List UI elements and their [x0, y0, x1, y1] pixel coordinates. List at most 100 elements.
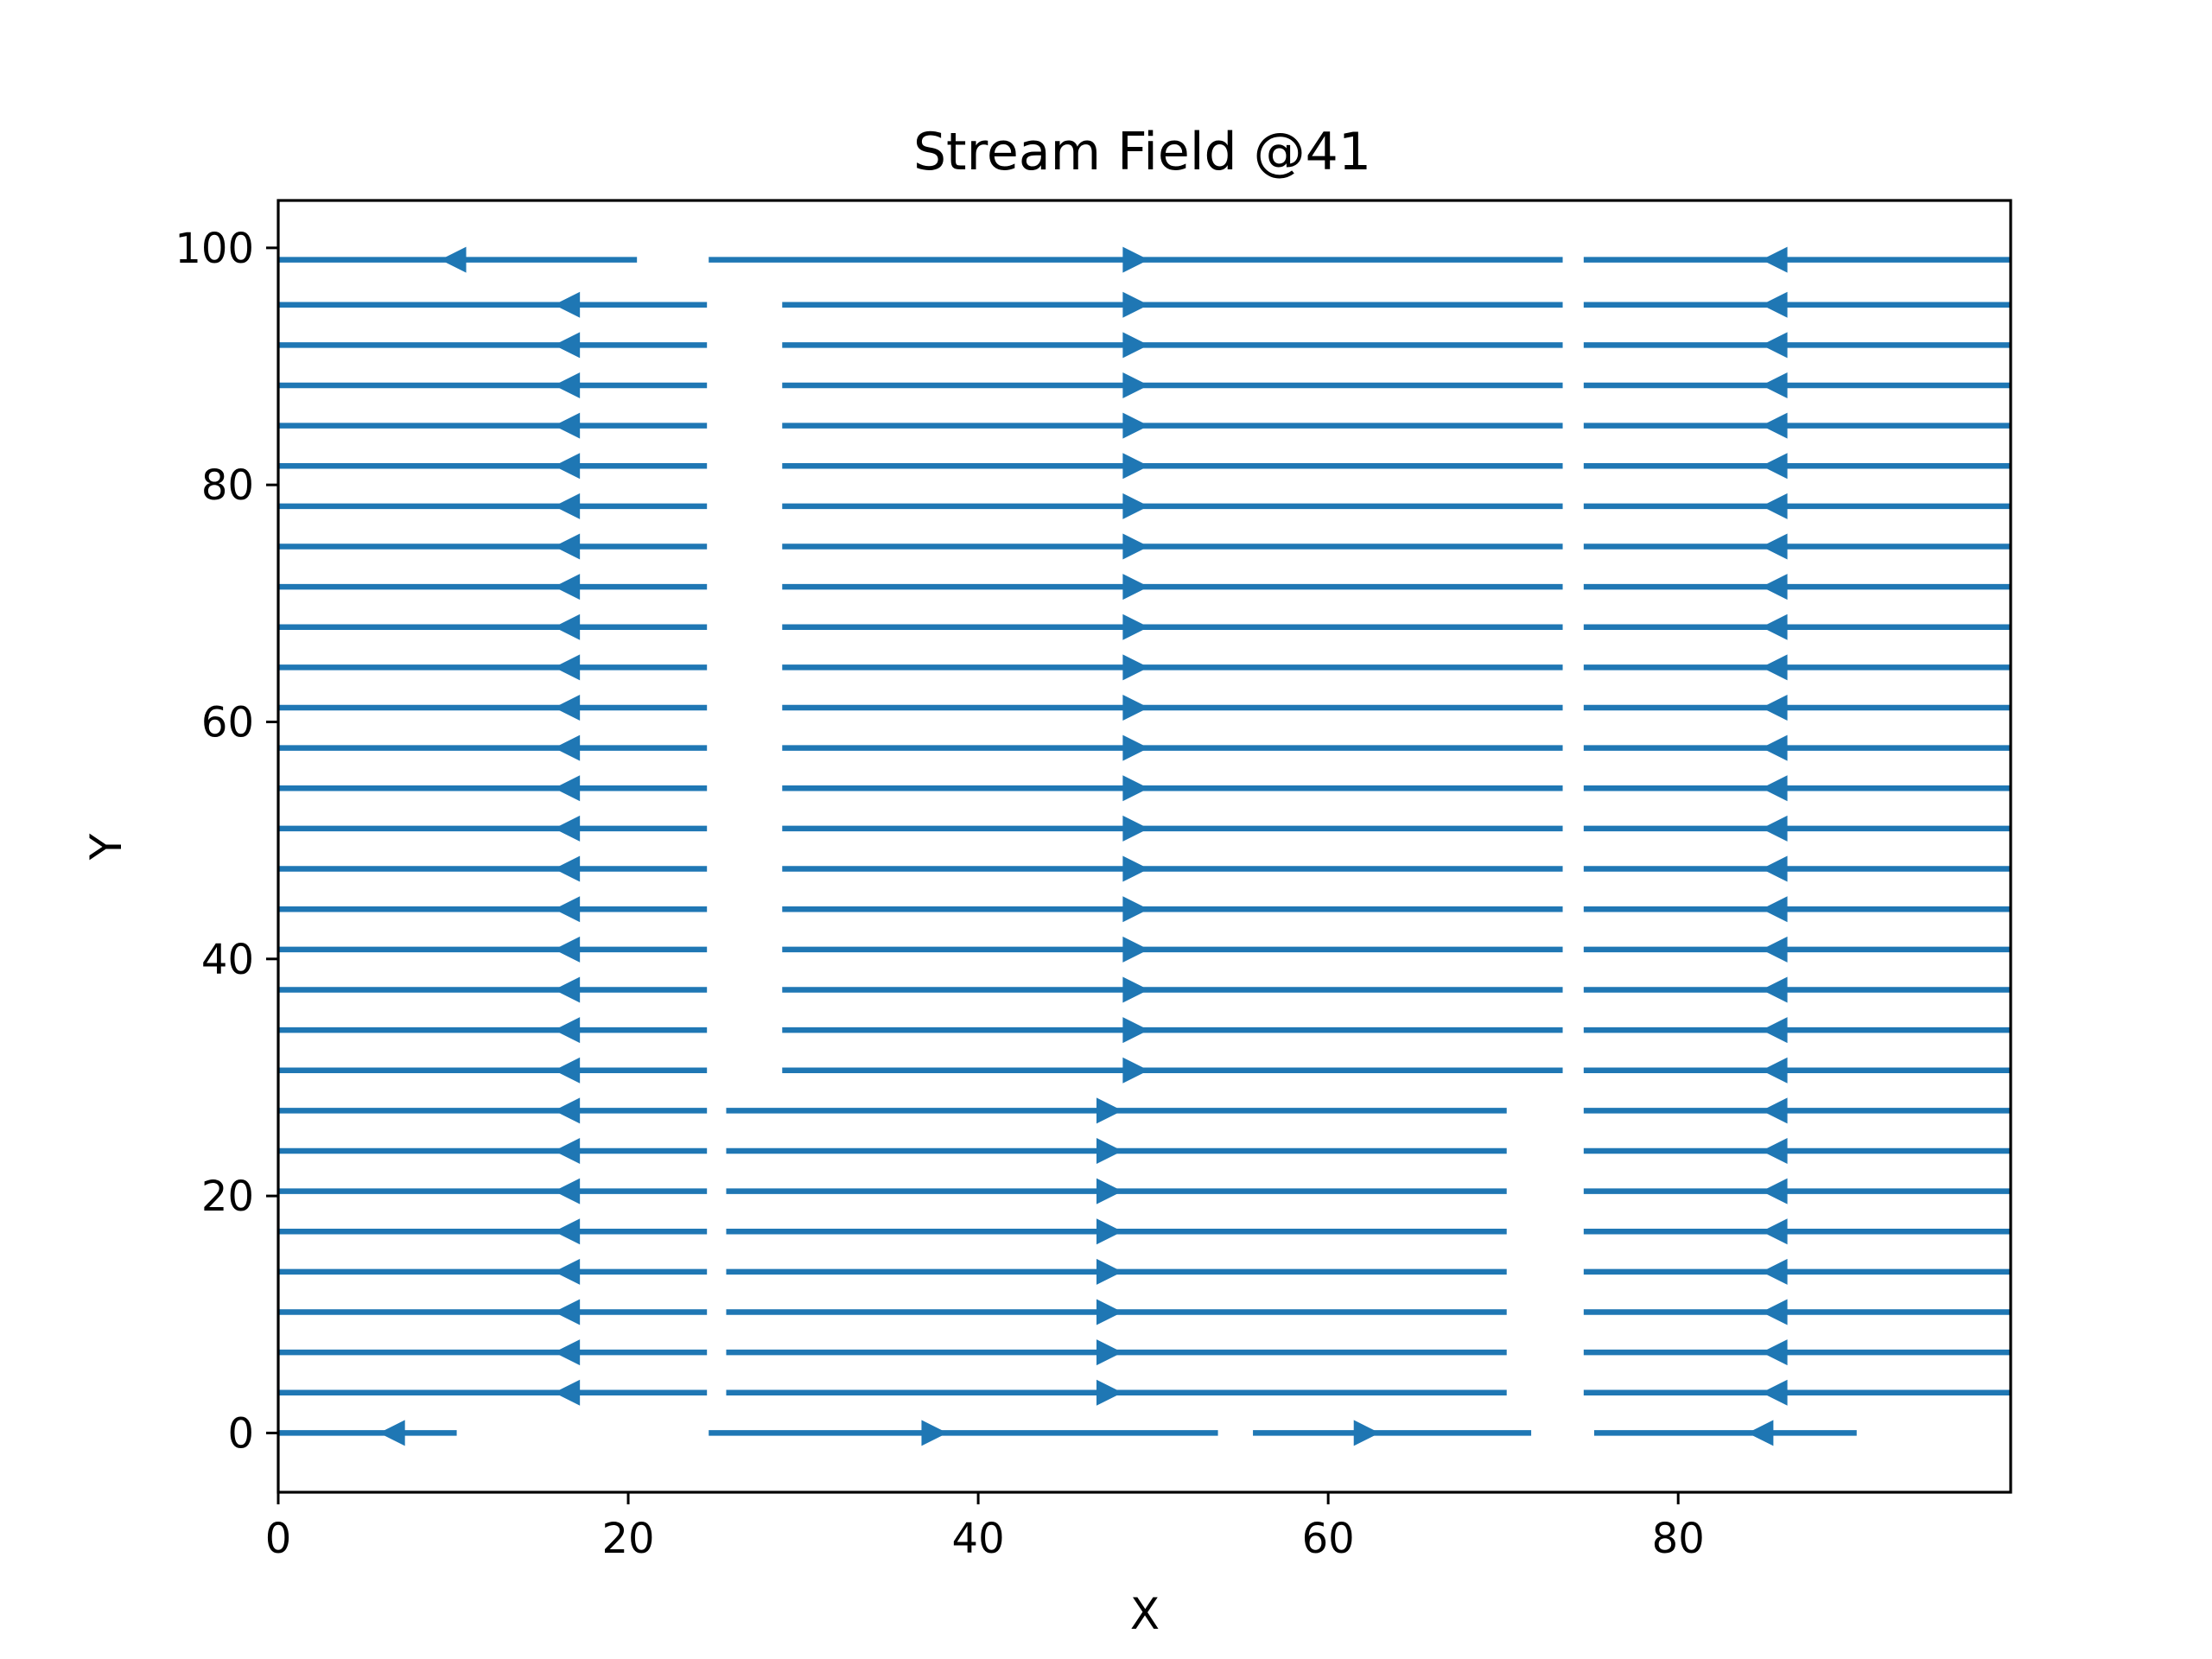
streamline-arrow-left	[554, 855, 581, 882]
streamline-arrow-right	[1096, 1178, 1122, 1205]
streamline-arrow-left	[554, 1258, 581, 1285]
x-axis-label: X	[1130, 1589, 1160, 1639]
streamline-arrow-left	[1761, 453, 1788, 480]
x-tick-label: 20	[602, 1515, 655, 1563]
streamline-arrow-left	[554, 533, 581, 560]
streamline-arrow-left	[1761, 1299, 1788, 1325]
streamline-arrow-right	[1122, 332, 1149, 359]
streamline-arrow-right	[1096, 1258, 1122, 1285]
streamline-arrow-left	[1761, 1258, 1788, 1285]
y-axis-label: Y	[81, 833, 131, 861]
streamline-arrow-left	[1761, 1097, 1788, 1124]
streamline-arrow-left	[554, 976, 581, 1003]
streamline-arrow-left	[554, 1017, 581, 1044]
streamline-arrow-left	[554, 412, 581, 439]
streamline-arrow-left	[1761, 976, 1788, 1003]
streamline-arrow-left	[554, 815, 581, 842]
streamline-arrow-left	[1761, 1218, 1788, 1245]
streamline-arrow-right	[1122, 493, 1149, 519]
streamline-arrow-left	[554, 1057, 581, 1084]
streamline-arrow-left	[440, 246, 467, 273]
streamline-arrow-right	[1096, 1137, 1122, 1164]
streamline-arrow-left	[1761, 246, 1788, 273]
streamline-arrow-left	[1747, 1420, 1774, 1446]
streamline-arrow-right	[1122, 654, 1149, 681]
streamline-arrow-left	[1761, 1057, 1788, 1084]
streamline-arrow-right	[1122, 1057, 1149, 1084]
y-tick-label: 40	[201, 936, 254, 984]
streamline-arrow-right	[1353, 1420, 1380, 1446]
streamline-arrow-left	[554, 695, 581, 721]
streamline-arrow-left	[1761, 654, 1788, 681]
streamline-arrow-right	[1122, 246, 1149, 273]
streamline-arrow-left	[1761, 734, 1788, 761]
streamline-arrow-left	[1761, 613, 1788, 640]
streamline-arrow-right	[1122, 815, 1149, 842]
streamline-arrow-left	[1761, 332, 1788, 359]
streamline-arrow-left	[554, 332, 581, 359]
plot-frame	[276, 199, 2012, 1494]
streamline-arrow-right	[1122, 574, 1149, 601]
streamline-arrow-right	[1122, 976, 1149, 1003]
y-tick-label: 20	[201, 1173, 254, 1221]
streamline-arrow-left	[554, 896, 581, 923]
streamline-arrow-right	[1122, 734, 1149, 761]
streamline-arrow-right	[1122, 533, 1149, 560]
streamline-arrow-left	[554, 453, 581, 480]
streamline-arrow-left	[554, 1218, 581, 1245]
streamline-arrow-right	[1122, 453, 1149, 480]
streamline-arrow-right	[1096, 1097, 1122, 1124]
streamline-arrow-left	[1761, 1017, 1788, 1044]
streamlines-layer	[278, 246, 2011, 1446]
streamline-arrow-left	[1761, 695, 1788, 721]
streamline-arrow-left	[554, 1137, 581, 1164]
x-tick-label: 40	[952, 1515, 1005, 1563]
streamline-arrow-left	[554, 493, 581, 519]
streamline-arrow-left	[1761, 533, 1788, 560]
streamline-arrow-right	[1122, 896, 1149, 923]
streamline-arrow-right	[1096, 1339, 1122, 1366]
streamline-arrow-right	[1122, 1017, 1149, 1044]
streamline-arrow-left	[554, 936, 581, 963]
streamline-arrow-left	[1761, 493, 1788, 519]
y-tick-label: 100	[175, 225, 254, 273]
streamline-arrow-left	[554, 613, 581, 640]
streamline-arrow-right	[1122, 775, 1149, 802]
streamline-arrow-left	[1761, 1178, 1788, 1205]
streamline-arrow-left	[378, 1420, 405, 1446]
streamline-arrow-right	[1122, 855, 1149, 882]
streamline-arrow-left	[1761, 372, 1788, 398]
streamline-arrow-left	[554, 1299, 581, 1325]
x-tick-label: 0	[265, 1515, 292, 1563]
streamline-arrow-left	[1761, 1379, 1788, 1406]
streamline-arrow-left	[1761, 574, 1788, 601]
streamline-arrow-left	[554, 1339, 581, 1366]
streamline-arrow-right	[921, 1420, 948, 1446]
streamline-arrow-left	[554, 734, 581, 761]
streamline-arrow-left	[1761, 291, 1788, 318]
streamline-arrow-left	[554, 1097, 581, 1124]
x-tick-label: 80	[1652, 1515, 1705, 1563]
y-axis-ticks: 0 20 40 60 80 100	[175, 225, 278, 1458]
x-axis-ticks: 0 20 40 60 80	[265, 1492, 1705, 1563]
streamline-arrow-left	[1761, 855, 1788, 882]
y-tick-label: 0	[227, 1409, 254, 1458]
streamline-arrow-left	[1761, 815, 1788, 842]
streamline-arrow-left	[1761, 775, 1788, 802]
streamline-arrow-left	[1761, 936, 1788, 963]
streamline-arrow-left	[554, 1379, 581, 1406]
streamline-arrow-right	[1122, 936, 1149, 963]
chart-title: Stream Field @41	[913, 122, 1371, 182]
streamline-arrow-left	[554, 775, 581, 802]
streamline-arrow-right	[1122, 613, 1149, 640]
streamline-arrow-left	[554, 372, 581, 398]
streamline-arrow-left	[554, 1178, 581, 1205]
streamline-arrow-left	[1761, 1339, 1788, 1366]
streamline-arrow-left	[1761, 1137, 1788, 1164]
streamline-arrow-right	[1122, 412, 1149, 439]
streamline-arrow-right	[1122, 695, 1149, 721]
streamline-arrow-right	[1096, 1379, 1122, 1406]
streamline-arrow-left	[554, 574, 581, 601]
streamline-arrow-right	[1122, 372, 1149, 398]
